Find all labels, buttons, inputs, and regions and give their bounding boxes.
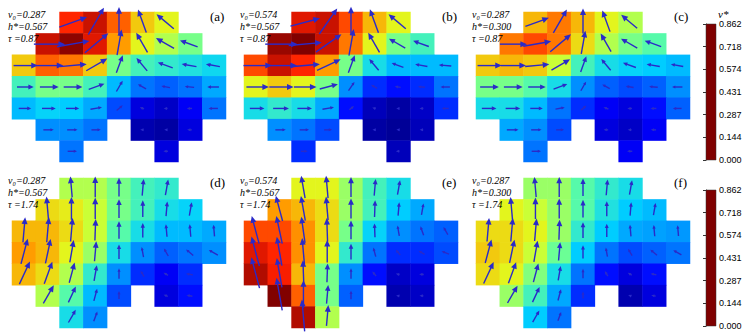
svg-text:h*=0.567: h*=0.567 [8, 21, 48, 32]
svg-text:(f): (f) [674, 175, 687, 190]
svg-text:v₀=0.574: v₀=0.574 [240, 175, 277, 186]
svg-text:(a): (a) [210, 9, 224, 24]
svg-text:0.574: 0.574 [719, 230, 742, 240]
svg-text:v₀=0.287: v₀=0.287 [472, 175, 510, 186]
svg-text:v₀=0.287: v₀=0.287 [472, 9, 510, 20]
svg-text:(c): (c) [674, 9, 688, 24]
svg-text:h*=0.567: h*=0.567 [240, 21, 280, 32]
svg-text:0.000: 0.000 [719, 155, 742, 165]
svg-text:h*=0.567: h*=0.567 [240, 187, 280, 198]
svg-text:v₀=0.287: v₀=0.287 [8, 9, 46, 20]
svg-text:τ =1.74: τ =1.74 [240, 199, 270, 210]
svg-text:0.718: 0.718 [719, 42, 742, 52]
svg-text:τ =0.87: τ =0.87 [240, 33, 271, 44]
svg-text:0.431: 0.431 [719, 87, 742, 97]
svg-text:0.431: 0.431 [719, 253, 742, 263]
svg-text:(e): (e) [442, 175, 456, 190]
svg-text:τ =0.87: τ =0.87 [472, 33, 503, 44]
svg-text:0.144: 0.144 [719, 298, 742, 308]
svg-text:h*=0.300: h*=0.300 [472, 21, 511, 32]
svg-text:(d): (d) [210, 175, 225, 190]
svg-text:0.862: 0.862 [719, 185, 742, 195]
svg-text:h*=0.300: h*=0.300 [472, 187, 511, 198]
svg-text:0.718: 0.718 [719, 208, 742, 218]
svg-text:τ =1.74: τ =1.74 [472, 199, 502, 210]
svg-text:h*=0.567: h*=0.567 [8, 187, 48, 198]
svg-text:0.144: 0.144 [719, 132, 742, 142]
svg-text:v*: v* [718, 8, 729, 20]
svg-text:0.287: 0.287 [719, 276, 742, 286]
svg-text:v₀=0.574: v₀=0.574 [240, 9, 277, 20]
svg-text:(b): (b) [442, 9, 457, 24]
svg-text:0.574: 0.574 [719, 64, 742, 74]
svg-text:0.000: 0.000 [719, 321, 742, 331]
svg-text:0.862: 0.862 [719, 19, 742, 29]
svg-text:v₀=0.287: v₀=0.287 [8, 175, 46, 186]
svg-text:0.287: 0.287 [719, 110, 742, 120]
svg-text:τ =1.74: τ =1.74 [8, 199, 38, 210]
svg-text:τ =0.87: τ =0.87 [8, 33, 39, 44]
